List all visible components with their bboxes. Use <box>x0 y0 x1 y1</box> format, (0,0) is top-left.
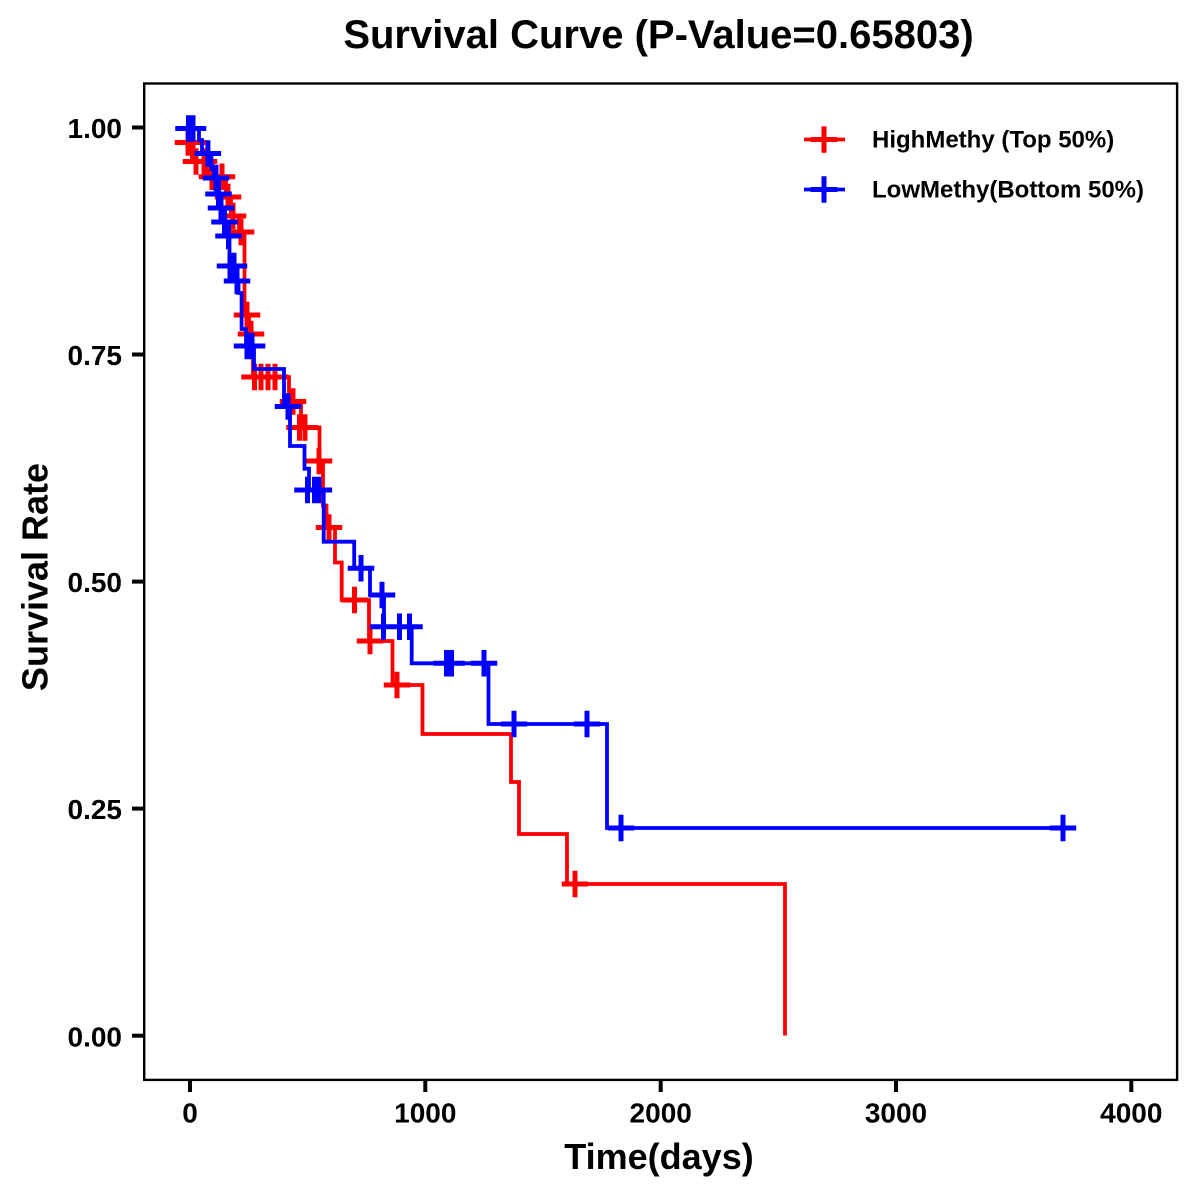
svg-text:3000: 3000 <box>865 1097 927 1128</box>
svg-text:0.25: 0.25 <box>68 794 123 825</box>
svg-text:HighMethy (Top 50%): HighMethy (Top 50%) <box>872 127 1114 154</box>
svg-text:0.75: 0.75 <box>68 340 123 371</box>
svg-text:Time(days): Time(days) <box>564 1136 753 1177</box>
svg-text:0.50: 0.50 <box>68 567 123 598</box>
svg-text:Survival Curve (P-Value=0.6580: Survival Curve (P-Value=0.65803) <box>343 13 973 57</box>
svg-text:2000: 2000 <box>630 1097 692 1128</box>
svg-text:1.00: 1.00 <box>68 113 123 144</box>
svg-text:0.00: 0.00 <box>68 1021 123 1052</box>
svg-text:LowMethy(Bottom 50%): LowMethy(Bottom 50%) <box>872 177 1144 204</box>
svg-text:1000: 1000 <box>394 1097 456 1128</box>
svg-text:Survival Rate: Survival Rate <box>15 463 56 691</box>
svg-text:0: 0 <box>182 1097 198 1128</box>
svg-text:4000: 4000 <box>1100 1097 1162 1128</box>
